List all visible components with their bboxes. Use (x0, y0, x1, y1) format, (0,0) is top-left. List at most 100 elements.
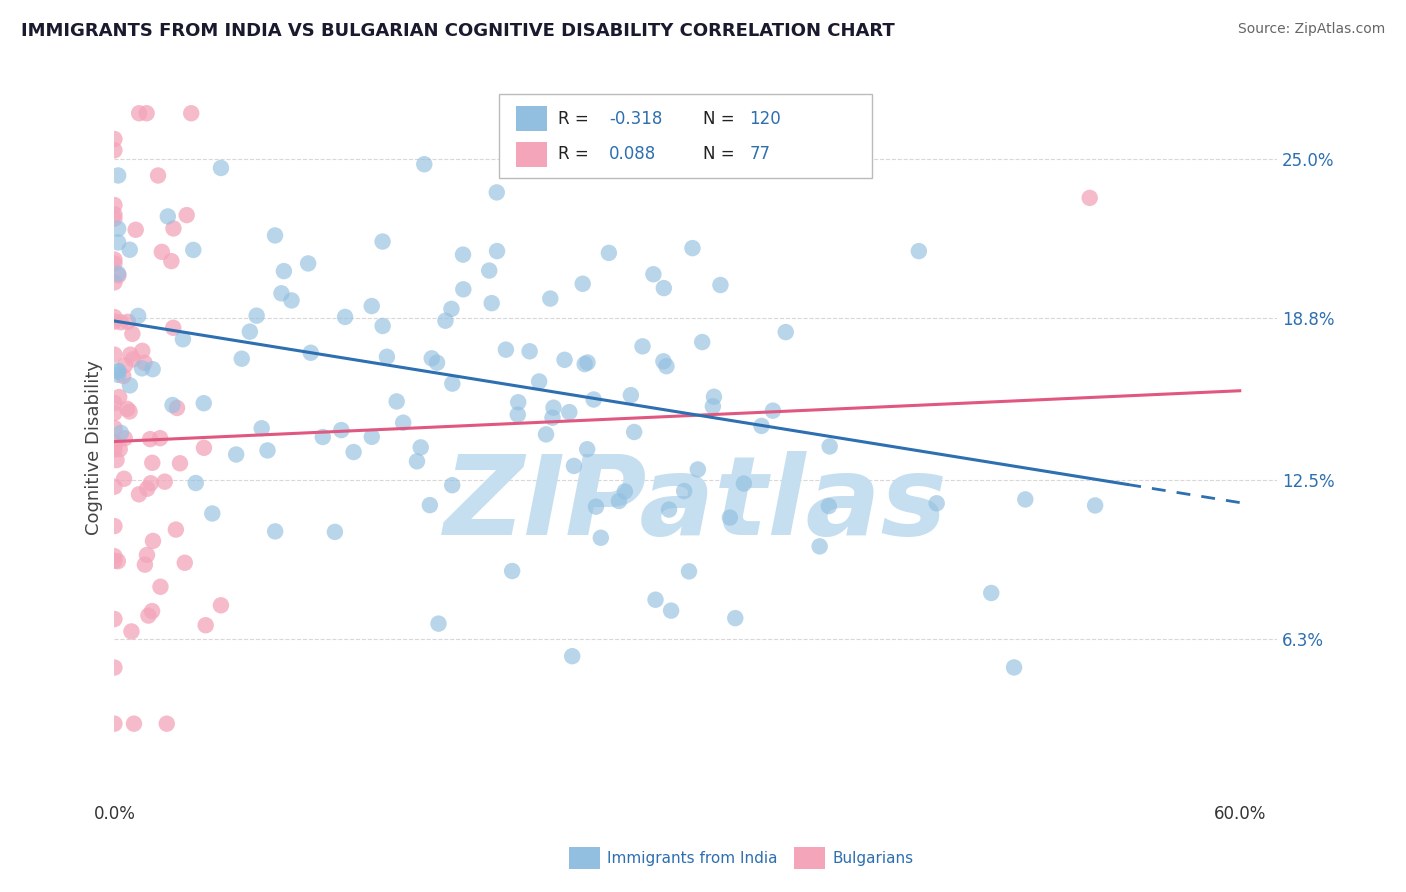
Point (273, 264, 295, 278)
Point (193, 396, 215, 410)
Point (620, 388, 643, 402)
Point (441, 478, 464, 492)
Point (925, 496, 948, 510)
Point (538, 292, 561, 306)
Point (139, 432, 162, 446)
Point (534, 427, 557, 442)
Point (103, 310, 125, 324)
Point (120, 348, 142, 362)
Text: R =: R = (558, 145, 595, 163)
Point (980, 586, 1002, 600)
Point (409, 441, 432, 455)
Point (142, 533, 165, 548)
Point (427, 616, 450, 631)
Point (613, 484, 636, 499)
Point (127, 309, 149, 323)
Point (105, 453, 128, 467)
Point (541, 410, 564, 425)
Point (644, 592, 666, 607)
Point (419, 498, 441, 512)
Point (153, 475, 176, 489)
Point (543, 401, 565, 415)
Point (392, 416, 415, 430)
Point (527, 375, 550, 389)
Point (485, 186, 508, 200)
Point (103, 211, 125, 226)
Point (103, 207, 125, 221)
Point (112, 472, 135, 486)
Point (702, 400, 724, 414)
Point (678, 565, 700, 579)
Point (122, 352, 145, 367)
Point (141, 604, 163, 618)
Point (576, 442, 599, 457)
Point (1014, 492, 1036, 507)
Point (709, 278, 731, 293)
Point (149, 431, 172, 445)
Point (360, 299, 382, 313)
Point (486, 244, 509, 258)
Point (264, 228, 287, 243)
Point (481, 296, 503, 310)
Point (107, 235, 129, 250)
Point (652, 354, 675, 368)
Point (165, 523, 187, 537)
Point (103, 442, 125, 457)
Point (118, 243, 141, 257)
Point (441, 376, 464, 391)
Point (107, 554, 129, 568)
Y-axis label: Cognitive Disability: Cognitive Disability (86, 360, 103, 535)
Point (686, 462, 709, 476)
Point (598, 246, 620, 260)
Point (139, 476, 162, 491)
Point (323, 524, 346, 539)
Point (209, 161, 232, 175)
Point (115, 401, 138, 416)
Point (103, 435, 125, 450)
Point (108, 390, 131, 404)
Point (333, 310, 356, 324)
Point (141, 456, 163, 470)
Point (176, 208, 198, 222)
Point (571, 277, 593, 291)
Point (371, 235, 394, 249)
Point (103, 421, 125, 435)
Point (631, 339, 654, 353)
Point (576, 355, 599, 369)
Text: Immigrants from India: Immigrants from India (607, 851, 778, 865)
Point (225, 448, 247, 462)
Point (103, 480, 125, 494)
Point (162, 221, 184, 235)
Point (623, 425, 645, 439)
Point (103, 143, 125, 157)
Point (120, 624, 142, 639)
Point (162, 398, 184, 412)
Text: Bulgarians: Bulgarians (832, 851, 914, 865)
Point (172, 332, 194, 346)
Point (643, 267, 665, 281)
Point (312, 430, 335, 444)
Point (554, 352, 576, 367)
Point (420, 351, 443, 366)
Point (103, 276, 125, 290)
Point (508, 395, 530, 409)
Text: ZIPatlas: ZIPatlas (444, 450, 948, 558)
Point (256, 443, 278, 458)
Point (658, 502, 681, 516)
Point (558, 405, 581, 419)
Point (114, 359, 136, 373)
Point (406, 454, 429, 468)
Point (209, 599, 232, 613)
Point (1084, 499, 1107, 513)
Point (122, 716, 145, 731)
Point (574, 357, 596, 371)
Point (453, 282, 475, 296)
Point (703, 390, 725, 404)
Point (264, 524, 287, 539)
Point (375, 350, 398, 364)
Point (561, 649, 583, 664)
Text: IMMIGRANTS FROM INDIA VS BULGARIAN COGNITIVE DISABILITY CORRELATION CHART: IMMIGRANTS FROM INDIA VS BULGARIAN COGNI… (21, 22, 894, 40)
Point (135, 106, 157, 120)
Point (118, 378, 141, 392)
Point (343, 445, 366, 459)
